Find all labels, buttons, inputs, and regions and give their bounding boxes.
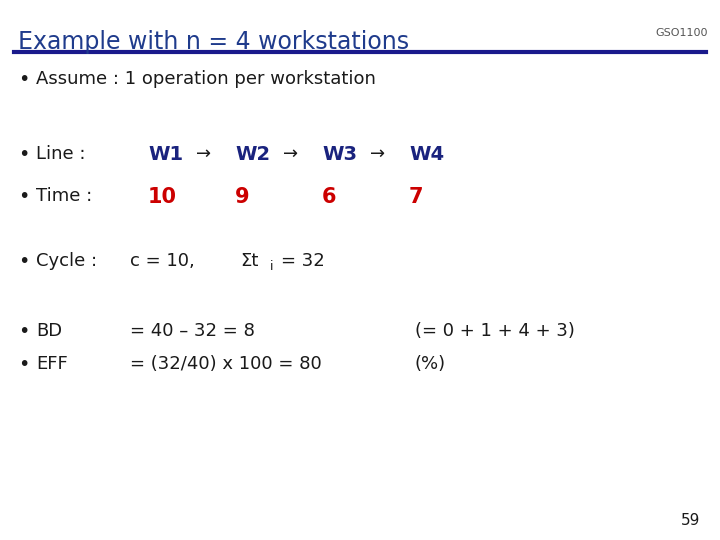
Text: •: • bbox=[18, 187, 30, 206]
Text: Line :: Line : bbox=[36, 145, 86, 163]
Text: 59: 59 bbox=[680, 513, 700, 528]
Text: GSO1100: GSO1100 bbox=[655, 28, 708, 38]
Text: 7: 7 bbox=[409, 187, 423, 207]
Text: c = 10,: c = 10, bbox=[130, 252, 194, 270]
Text: = (32/40) x 100 = 80: = (32/40) x 100 = 80 bbox=[130, 355, 322, 373]
Text: •: • bbox=[18, 252, 30, 271]
Text: •: • bbox=[18, 145, 30, 164]
Text: 6: 6 bbox=[322, 187, 336, 207]
Text: →: → bbox=[196, 145, 211, 163]
Text: Assume : 1 operation per workstation: Assume : 1 operation per workstation bbox=[36, 70, 376, 88]
Text: = 40 – 32 = 8: = 40 – 32 = 8 bbox=[130, 322, 255, 340]
Text: EFF: EFF bbox=[36, 355, 68, 373]
Text: Time :: Time : bbox=[36, 187, 92, 205]
Text: W2: W2 bbox=[235, 145, 270, 164]
Text: Cycle :: Cycle : bbox=[36, 252, 97, 270]
Text: →: → bbox=[370, 145, 385, 163]
Text: •: • bbox=[18, 322, 30, 341]
Text: W3: W3 bbox=[322, 145, 357, 164]
Text: •: • bbox=[18, 355, 30, 374]
Text: BD: BD bbox=[36, 322, 62, 340]
Text: 9: 9 bbox=[235, 187, 250, 207]
Text: 10: 10 bbox=[148, 187, 177, 207]
Text: →: → bbox=[283, 145, 298, 163]
Text: •: • bbox=[18, 70, 30, 89]
Text: Example with n = 4 workstations: Example with n = 4 workstations bbox=[18, 30, 409, 54]
Text: Σt: Σt bbox=[240, 252, 258, 270]
Text: (%): (%) bbox=[415, 355, 446, 373]
Text: W4: W4 bbox=[409, 145, 444, 164]
Text: = 32: = 32 bbox=[281, 252, 325, 270]
Text: i: i bbox=[270, 260, 274, 273]
Text: (= 0 + 1 + 4 + 3): (= 0 + 1 + 4 + 3) bbox=[415, 322, 575, 340]
Text: W1: W1 bbox=[148, 145, 183, 164]
